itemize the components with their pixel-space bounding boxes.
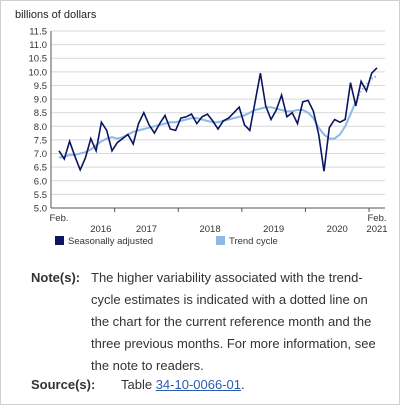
- series-trend-cycle-line: [58, 101, 357, 159]
- x-year-label: 2019: [263, 224, 284, 235]
- y-tick-label: 8.0: [34, 122, 47, 133]
- y-tick-label: 11.0: [29, 40, 47, 51]
- y-tick-label: 9.0: [34, 95, 47, 106]
- y-tick-label: 7.5: [34, 135, 47, 146]
- series-seasonally-adjusted-line: [58, 67, 378, 173]
- y-tick-label: 11.5: [29, 27, 47, 38]
- legend-swatch-trend-cycle: [216, 236, 225, 245]
- x-year-label: 2017: [136, 224, 157, 235]
- x-end-month-label: Feb.: [367, 213, 386, 224]
- y-tick-label: 9.5: [34, 81, 47, 92]
- y-tick-label: 5.5: [34, 190, 47, 201]
- note-label: Note(s):: [31, 270, 81, 285]
- y-tick-label: 6.5: [34, 163, 47, 174]
- legend-label-seasonally-adjusted: Seasonally adjusted: [68, 236, 153, 247]
- y-tick-label: 6.0: [34, 176, 47, 187]
- source-suffix: .: [241, 377, 245, 392]
- y-axis-title: billions of dollars: [15, 9, 97, 21]
- notes-section: Note(s): The higher variability associat…: [31, 267, 386, 377]
- y-tick-label: 5.0: [34, 204, 47, 215]
- x-year-label: 2016: [90, 224, 111, 235]
- series-trend-cycle-dotted-line: [354, 75, 378, 103]
- legend-swatch-seasonally-adjusted: [55, 236, 64, 245]
- y-tick-label: 8.5: [34, 108, 47, 119]
- x-year-label: 2020: [327, 224, 348, 235]
- legend-label-trend-cycle: Trend cycle: [229, 236, 278, 247]
- x-end-year-label: 2021: [366, 224, 387, 235]
- x-start-label: Feb.: [49, 213, 68, 224]
- line-chart: 5.0 5.5 6.0 6.5 7.0 7.5 8.0 8.5 9.0 9.5 10.0 10.5 11…: [29, 27, 388, 248]
- source-row: Source(s): Table 34-10-0066-01.: [31, 377, 245, 392]
- note-row: Note(s): The higher variability associat…: [31, 267, 386, 377]
- source-label: Source(s):: [31, 377, 96, 392]
- y-tick-label: 10.0: [29, 67, 48, 78]
- x-year-label: 2018: [199, 224, 220, 235]
- y-tick-label: 7.0: [34, 149, 47, 160]
- note-text: The higher variability associated with t…: [91, 270, 376, 373]
- y-tick-label: 10.5: [29, 54, 48, 65]
- source-prefix: Table: [121, 377, 156, 392]
- source-table-link[interactable]: 34-10-0066-01: [155, 377, 241, 392]
